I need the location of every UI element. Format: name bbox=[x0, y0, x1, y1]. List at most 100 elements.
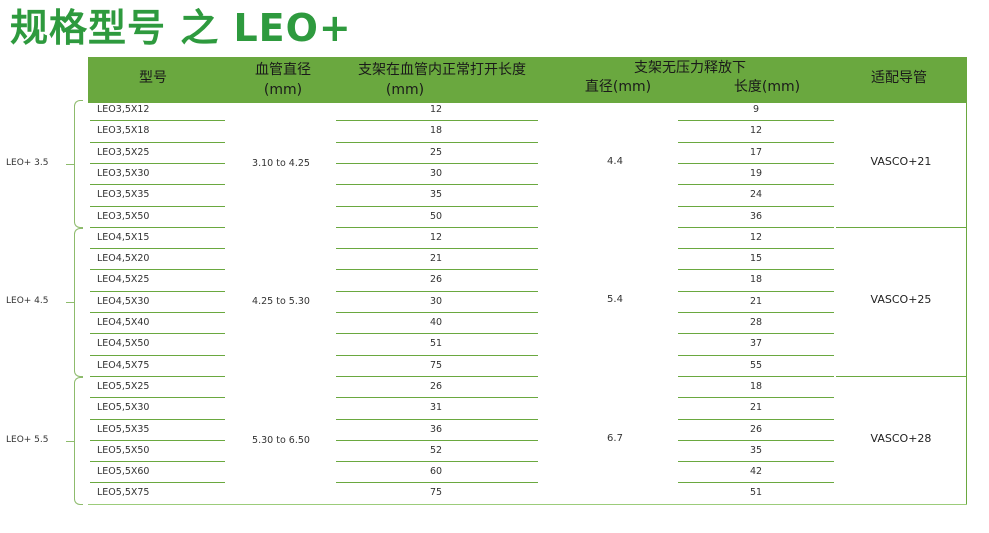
table-row-model: LEO3,5X30 bbox=[97, 167, 150, 179]
row-line-model bbox=[90, 120, 225, 122]
table-row-model: LEO4,5X20 bbox=[97, 253, 150, 265]
table-row-free-length: 21 bbox=[749, 295, 763, 307]
table-bottom-line bbox=[88, 503, 967, 505]
table-row-model: LEO5,5X30 bbox=[97, 402, 150, 414]
row-line-open bbox=[336, 120, 538, 122]
row-line-free bbox=[678, 290, 834, 292]
row-line-model bbox=[90, 248, 225, 250]
table-row-open-length: 40 bbox=[429, 317, 443, 328]
row-line-free bbox=[678, 184, 834, 186]
table-row-open-length: 31 bbox=[429, 402, 443, 414]
table-row-free-length: 18 bbox=[749, 274, 763, 286]
table-row-model: LEO3,5X12 bbox=[97, 104, 150, 115]
table-row-open-length: 12 bbox=[429, 104, 443, 115]
catheter-model: VASCO+25 bbox=[870, 293, 932, 307]
header-free-length: 长度(mm) bbox=[733, 79, 801, 95]
row-line-open bbox=[336, 226, 538, 228]
row-line-model bbox=[90, 290, 225, 292]
group-brace bbox=[74, 227, 83, 377]
table-row-model: LEO3,5X35 bbox=[97, 189, 150, 201]
vessel-range: 3.10 to 4.25 bbox=[252, 157, 310, 169]
row-line-free bbox=[678, 461, 834, 463]
row-line-open bbox=[336, 482, 538, 484]
row-line-open bbox=[336, 141, 538, 143]
group-brace-tick bbox=[66, 163, 74, 165]
row-line-free bbox=[678, 439, 834, 441]
row-line-model bbox=[90, 418, 225, 420]
table-row-model: LEO4,5X25 bbox=[97, 274, 150, 286]
table-row-free-length: 55 bbox=[749, 359, 763, 371]
row-line-model bbox=[90, 205, 225, 207]
table-row-model: LEO4,5X15 bbox=[97, 231, 150, 243]
group-brace-tick bbox=[66, 440, 74, 442]
table-row-open-length: 51 bbox=[429, 338, 443, 350]
row-line-free bbox=[678, 312, 834, 313]
row-line-open bbox=[336, 162, 538, 164]
row-line-free bbox=[678, 205, 834, 207]
table-row-model: LEO4,5X75 bbox=[97, 359, 150, 371]
table-row-free-length: 36 bbox=[749, 210, 763, 222]
row-line-model bbox=[90, 312, 225, 313]
table-row-free-length: 9 bbox=[752, 104, 760, 115]
table-row-open-length: 36 bbox=[429, 423, 443, 435]
table-row-open-length: 75 bbox=[429, 487, 443, 499]
table-row-model: LEO5,5X50 bbox=[97, 444, 150, 456]
table-header: 型号 血管直径 (mm) 支架在血管内正常打开长度 (mm) 支架无压力释放下 … bbox=[88, 57, 967, 103]
row-line-free bbox=[678, 418, 834, 420]
row-line-free bbox=[678, 375, 834, 377]
catheter-model: VASCO+28 bbox=[870, 431, 932, 445]
row-line-open bbox=[336, 290, 538, 292]
header-catheter: 适配导管 bbox=[871, 70, 927, 86]
table-row-open-length: 50 bbox=[429, 210, 443, 222]
row-line-open bbox=[336, 333, 538, 335]
table-row-model: LEO5,5X60 bbox=[97, 466, 150, 478]
table-row-free-length: 51 bbox=[749, 487, 763, 499]
free-diameter: 5.4 bbox=[607, 294, 623, 306]
table-row-model: LEO4,5X50 bbox=[97, 338, 150, 350]
group-label: LEO+ 5.5 bbox=[6, 434, 49, 445]
table-row-model: LEO5,5X35 bbox=[97, 423, 150, 435]
table-row-open-length: 21 bbox=[429, 253, 443, 265]
row-line-open bbox=[336, 269, 538, 271]
row-line-model bbox=[90, 482, 225, 484]
header-stent-open-length-unit: (mm) bbox=[385, 82, 425, 98]
row-line-model bbox=[90, 461, 225, 463]
table-row-open-length: 18 bbox=[429, 125, 443, 137]
table-row-free-length: 26 bbox=[749, 423, 763, 435]
header-vessel-diameter: 血管直径 bbox=[255, 62, 311, 78]
table-row-model: LEO4,5X30 bbox=[97, 295, 150, 307]
table-row-open-length: 60 bbox=[429, 466, 443, 478]
table-row-free-length: 21 bbox=[749, 402, 763, 414]
table-row-free-length: 42 bbox=[749, 466, 763, 478]
table-row-model: LEO4,5X40 bbox=[97, 317, 150, 328]
row-line-model bbox=[90, 184, 225, 186]
header-stent-open-length: 支架在血管内正常打开长度 bbox=[358, 62, 526, 78]
row-line-open bbox=[336, 461, 538, 463]
table-row-free-length: 24 bbox=[749, 189, 763, 201]
table-row-open-length: 30 bbox=[429, 295, 443, 307]
table-row-free-length: 18 bbox=[749, 380, 763, 392]
table-row-open-length: 52 bbox=[429, 444, 443, 456]
table-row-open-length: 25 bbox=[429, 146, 443, 158]
catheter-border bbox=[966, 100, 967, 228]
table-row-open-length: 35 bbox=[429, 189, 443, 201]
row-line-model bbox=[90, 354, 225, 356]
row-line-model bbox=[90, 375, 225, 377]
row-line-open bbox=[336, 375, 538, 377]
row-line-open bbox=[336, 248, 538, 250]
table-row-open-length: 75 bbox=[429, 359, 443, 371]
row-line-model bbox=[90, 162, 225, 164]
table-row-free-length: 12 bbox=[749, 231, 763, 243]
table-row-free-length: 17 bbox=[749, 146, 763, 158]
row-line-open bbox=[336, 418, 538, 420]
group-brace bbox=[74, 376, 83, 505]
row-line-free bbox=[678, 120, 834, 122]
row-line-free bbox=[678, 248, 834, 250]
group-brace bbox=[74, 100, 83, 228]
table-row-model: LEO5,5X25 bbox=[97, 380, 150, 392]
row-line-free bbox=[678, 397, 834, 399]
header-vessel-diameter-unit: (mm) bbox=[263, 82, 303, 98]
table-row-model: LEO3,5X25 bbox=[97, 146, 150, 158]
row-line-free bbox=[678, 354, 834, 356]
row-line-open bbox=[336, 439, 538, 441]
